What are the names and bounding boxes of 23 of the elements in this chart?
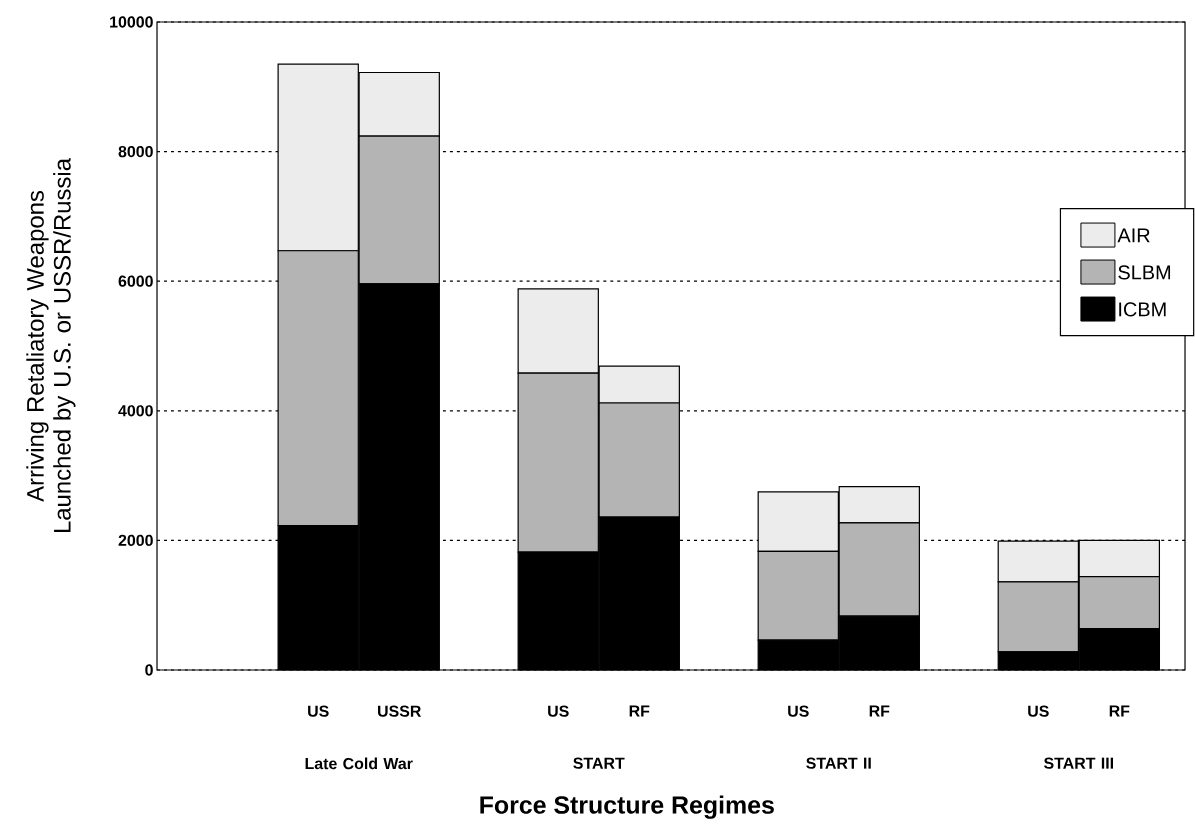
x-axis-title: Force Structure Regimes [480, 795, 774, 819]
x-tick-label: US [548, 705, 569, 717]
text: START III [1043, 757, 1114, 769]
y-tick-label: 6000 [118, 275, 153, 287]
y-tick-label: 10000 [110, 16, 153, 28]
x-tick-label: RF [869, 705, 890, 717]
y-tick-label: 2000 [118, 534, 153, 547]
legend-label: AIR [1117, 228, 1150, 243]
x-tick-label: US [308, 705, 329, 717]
x-tick-label: RF [1109, 705, 1130, 717]
y-tick-label: 8000 [118, 145, 153, 158]
legend-label: SLBM [1118, 265, 1171, 280]
text: START [573, 757, 625, 769]
y-tick-label: 4000 [118, 405, 153, 417]
x-tick-label: US [788, 705, 809, 717]
text: Late Cold War [305, 757, 413, 770]
legend-label: ICBM [1119, 302, 1166, 317]
text: START II [806, 757, 871, 769]
x-tick-label: USSR [378, 705, 422, 717]
x-tick-label: US [1028, 705, 1049, 717]
y-axis-title: Arriving Retaliatory Weapons Launched by U.S. or USSR/Russia [26, 157, 76, 533]
x-tick-label: RF [629, 705, 650, 717]
y-tick-label: 0 [145, 664, 153, 676]
